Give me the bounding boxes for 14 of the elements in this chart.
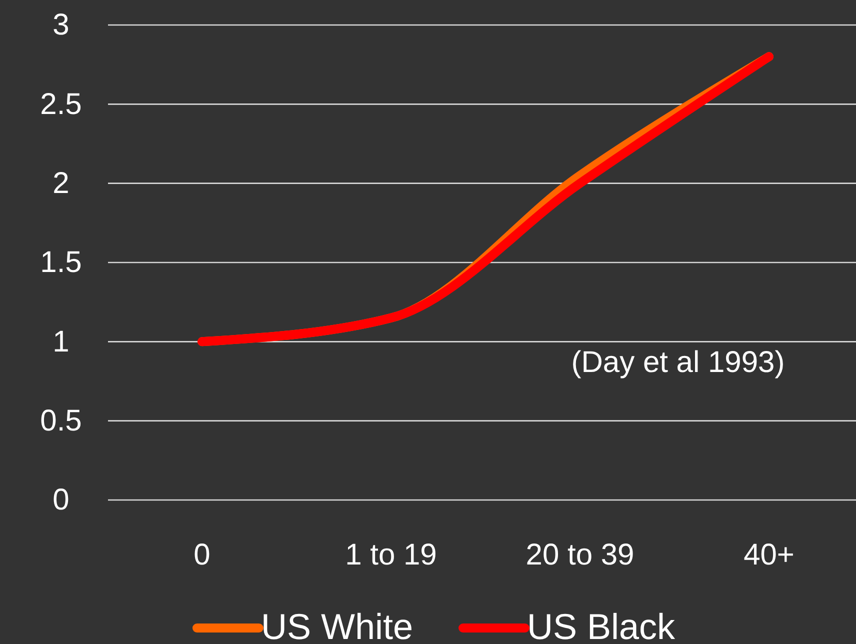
annotation: (Day et al 1993) bbox=[571, 346, 785, 379]
y-tick-label: 2 bbox=[52, 166, 70, 200]
x-tick-label: 40+ bbox=[744, 538, 794, 572]
legend-label: US Black bbox=[527, 606, 676, 644]
y-tick-label: 0 bbox=[52, 484, 70, 517]
y-tick-label: 0.5 bbox=[40, 404, 82, 438]
y-tick-label: 2.5 bbox=[40, 88, 82, 121]
y-tick-label: 1.5 bbox=[40, 246, 82, 280]
y-tick-label: 3 bbox=[52, 8, 70, 42]
x-tick-label: 1 to 19 bbox=[345, 538, 437, 572]
x-tick-label: 20 to 39 bbox=[526, 538, 634, 572]
legend-label: US White bbox=[260, 606, 413, 644]
y-tick-label: 1 bbox=[52, 325, 70, 358]
x-tick-label: 0 bbox=[194, 538, 210, 572]
